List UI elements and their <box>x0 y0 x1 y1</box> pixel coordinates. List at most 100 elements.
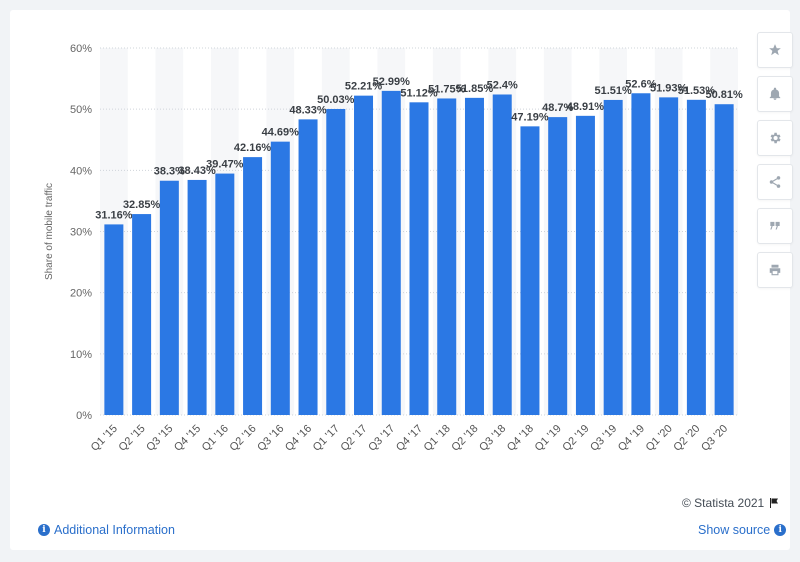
notification-button[interactable] <box>757 76 793 112</box>
bar <box>492 94 512 415</box>
show-source-link[interactable]: Show source i <box>698 523 787 537</box>
data-label: 44.69% <box>262 127 300 139</box>
x-tick-label: Q3 '15 <box>144 423 175 454</box>
bar <box>464 97 484 415</box>
x-tick-label: Q2 '17 <box>338 423 369 454</box>
data-label: 52.21% <box>345 81 383 93</box>
x-tick-label: Q1 '19 <box>533 423 564 454</box>
bar <box>714 104 734 416</box>
data-label: 48.91% <box>567 101 605 113</box>
data-label: 48.7% <box>542 102 573 114</box>
bar <box>437 98 457 416</box>
data-label: 32.85% <box>123 199 161 211</box>
statista-credit[interactable]: © Statista 2021 <box>682 496 780 510</box>
x-tick-label: Q4 '15 <box>172 423 203 454</box>
bar <box>686 99 706 415</box>
show-source-label: Show source <box>698 523 771 537</box>
data-label: 52.99% <box>373 76 411 88</box>
x-tick-label: Q2 '18 <box>449 423 480 454</box>
x-tick-label: Q1 '20 <box>644 423 675 454</box>
x-tick-label: Q2 '16 <box>228 423 259 454</box>
y-tick-label: 40% <box>70 165 92 177</box>
share-icon <box>769 176 781 188</box>
x-tick-label: Q4 '19 <box>616 423 647 454</box>
x-tick-label: Q3 '18 <box>477 423 508 454</box>
data-label: 39.47% <box>206 159 244 171</box>
favorite-button[interactable] <box>757 32 793 68</box>
bar <box>298 119 318 415</box>
bar <box>575 115 595 415</box>
x-tick-label: Q3 '16 <box>255 423 286 454</box>
bar <box>659 97 679 415</box>
y-axis-label: Share of mobile traffic <box>44 183 55 280</box>
chart-card: 0% 10% 20% 30% 40% 50% 60% Share of mobile traf… <box>10 10 793 550</box>
x-tick-label: Q1 '17 <box>311 423 342 454</box>
data-label: 51.51% <box>595 85 633 97</box>
bar <box>381 90 401 415</box>
flag-icon <box>770 498 779 508</box>
bar <box>243 157 263 415</box>
data-label: 50.03% <box>317 94 355 106</box>
additional-information-label: Additional Information <box>54 523 175 537</box>
x-tick-label: Q3 '17 <box>366 423 397 454</box>
data-label: 51.75% <box>428 83 466 95</box>
print-icon <box>769 264 781 276</box>
data-label: 50.81% <box>705 89 743 101</box>
bar <box>354 95 374 415</box>
data-label: 51.53% <box>678 85 716 97</box>
share-button[interactable] <box>757 164 793 200</box>
data-label: 47.19% <box>511 111 549 123</box>
data-label: 31.16% <box>95 209 133 221</box>
data-label: 48.33% <box>289 104 327 116</box>
bar <box>631 93 651 415</box>
settings-button[interactable] <box>757 120 793 156</box>
data-label: 52.4% <box>487 79 518 91</box>
x-tick-label: Q2 '20 <box>671 423 702 454</box>
bar <box>520 126 540 416</box>
x-tick-label: Q1 '15 <box>89 423 120 454</box>
data-label: 52.6% <box>625 78 656 90</box>
quote-icon <box>770 221 780 230</box>
bar <box>215 173 235 415</box>
additional-information-link[interactable]: i Additional Information <box>38 523 175 537</box>
bar <box>159 180 179 415</box>
x-tick-label: Q3 '19 <box>588 423 619 454</box>
x-tick-label: Q3 '20 <box>699 423 730 454</box>
data-label: 51.12% <box>400 87 438 99</box>
bar <box>104 224 124 415</box>
x-tick-label: Q2 '19 <box>560 423 591 454</box>
info-icon: i <box>38 524 50 536</box>
bar-chart: 0% 10% 20% 30% 40% 50% 60% Share of mobile traf… <box>44 43 743 454</box>
star-icon <box>769 44 781 56</box>
y-tick-label: 60% <box>70 43 92 55</box>
x-tick-label: Q4 '17 <box>394 423 425 454</box>
y-tick-label: 10% <box>70 349 92 361</box>
bar <box>548 117 568 415</box>
data-label: 51.85% <box>456 83 494 95</box>
bar <box>132 214 152 415</box>
y-tick-label: 0% <box>76 410 92 422</box>
info-icon: i <box>774 524 787 536</box>
data-label: 42.16% <box>234 142 272 154</box>
x-tick-label: Q4 '16 <box>283 423 314 454</box>
data-label: 38.3% <box>154 166 185 178</box>
bar <box>409 102 429 415</box>
x-tick-label: Q4 '18 <box>505 423 536 454</box>
gear-icon <box>770 132 781 144</box>
y-tick-label: 50% <box>70 104 92 116</box>
x-tick-label: Q1 '18 <box>422 423 453 454</box>
data-label: 51.93% <box>650 82 688 94</box>
bar <box>270 141 290 415</box>
cite-button[interactable] <box>757 208 793 244</box>
bar <box>187 179 207 415</box>
y-tick-label: 20% <box>70 288 92 300</box>
x-tick-label: Q2 '15 <box>117 423 148 454</box>
toolbar <box>757 32 793 288</box>
bar <box>326 108 346 416</box>
bell-icon <box>769 87 781 100</box>
bar <box>603 99 623 416</box>
print-button[interactable] <box>757 252 793 288</box>
data-label: 38.43% <box>178 165 216 177</box>
x-tick-label: Q1 '16 <box>200 423 231 454</box>
credit-text: © Statista 2021 <box>682 496 765 510</box>
